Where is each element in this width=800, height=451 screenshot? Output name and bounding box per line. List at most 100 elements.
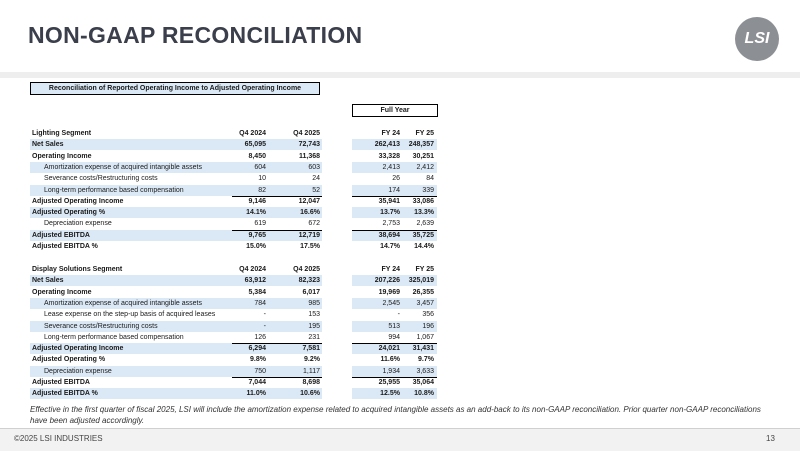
cell-value: 8,698 xyxy=(302,379,320,386)
cell-value: 5,384 xyxy=(248,288,266,296)
cell-value: 15.0% xyxy=(246,243,266,250)
cell-value: 12,719 xyxy=(298,231,320,239)
cell-value: 13.7% xyxy=(380,209,400,217)
total-rule xyxy=(232,377,322,378)
cell-value: 24 xyxy=(312,175,320,183)
cell-value: 9,146 xyxy=(248,197,266,205)
header-band xyxy=(0,72,800,78)
cell-value: 14.4% xyxy=(414,243,434,250)
cell-value: 82,323 xyxy=(298,277,320,285)
row-label: Long-term performance based compensation xyxy=(44,186,184,194)
cell-value: 33,328 xyxy=(378,152,400,160)
cell-value: 26 xyxy=(392,175,400,183)
cell-value: 6,017 xyxy=(302,288,320,296)
column-header: Q4 2024 xyxy=(239,130,266,137)
total-rule xyxy=(232,343,322,345)
total-rule xyxy=(352,229,437,231)
cell-value: - xyxy=(397,311,400,319)
cell-value: 7,044 xyxy=(248,379,266,386)
cell-value: 9,765 xyxy=(248,231,266,239)
total-rule xyxy=(352,377,437,378)
cell-value: 126 xyxy=(254,333,266,341)
cell-value: 63,912 xyxy=(244,277,266,285)
cell-value: 262,413 xyxy=(374,141,400,149)
cell-value: 12,047 xyxy=(298,197,320,205)
cell-value: 35,725 xyxy=(412,231,434,239)
row-shade xyxy=(30,207,322,219)
cell-value: 339 xyxy=(422,186,434,194)
cell-value: 2,753 xyxy=(382,220,400,228)
row-label: Depreciation expense xyxy=(44,367,112,375)
cell-value: 1,934 xyxy=(382,367,400,375)
row-shade xyxy=(352,388,437,400)
cell-value: 10.8% xyxy=(414,390,434,398)
row-shade xyxy=(352,297,437,309)
cell-value: 35,941 xyxy=(378,197,400,205)
row-shade xyxy=(352,343,437,355)
segment-header: Display Solutions Segment xyxy=(32,266,123,273)
cell-value: 11.0% xyxy=(246,390,266,398)
row-label: Adjusted Operating % xyxy=(32,209,106,217)
cell-value: 9.8% xyxy=(250,356,266,364)
column-header: FY 24 xyxy=(381,130,400,137)
copyright: ©2025 LSI INDUSTRIES xyxy=(14,434,103,443)
cell-value: 672 xyxy=(308,220,320,228)
cell-value: 750 xyxy=(254,367,266,375)
cell-value: 30,251 xyxy=(412,152,434,160)
cell-value: 784 xyxy=(254,299,266,307)
row-label: Net Sales xyxy=(32,277,64,285)
row-label: Adjusted Operating Income xyxy=(32,345,124,353)
row-label: Adjusted Operating Income xyxy=(32,197,124,205)
total-rule xyxy=(232,195,322,197)
row-shade xyxy=(352,161,437,173)
title: NON-GAAP RECONCILIATION xyxy=(28,22,363,48)
cell-value: 985 xyxy=(308,299,320,307)
cell-value: 3,633 xyxy=(416,367,434,375)
cell-value: 8,450 xyxy=(248,152,266,160)
cell-value: 14.1% xyxy=(246,209,266,217)
cell-value: 16.6% xyxy=(300,209,320,217)
cell-value: 84 xyxy=(426,175,434,183)
total-rule xyxy=(352,195,437,197)
cell-value: 13.3% xyxy=(414,209,434,217)
cell-value: 25,955 xyxy=(378,379,400,386)
cell-value: 11.6% xyxy=(380,356,400,364)
row-label: Lease expense on the step-up basis of ac… xyxy=(44,311,216,319)
cell-value: 38,694 xyxy=(378,231,400,239)
page-number: 13 xyxy=(766,434,775,443)
row-shade xyxy=(30,139,322,151)
cell-value: 2,545 xyxy=(382,299,400,307)
cell-value: 1,067 xyxy=(416,333,434,341)
cell-value: 10.6% xyxy=(300,390,320,398)
total-rule xyxy=(352,343,437,345)
cell-value: 72,743 xyxy=(298,141,320,149)
column-header: Q4 2025 xyxy=(293,266,320,273)
cell-value: 2,413 xyxy=(382,163,400,171)
cell-value: 153 xyxy=(308,311,320,319)
row-shade xyxy=(30,343,322,355)
cell-value: 2,412 xyxy=(416,163,434,171)
cell-value: 14.7% xyxy=(380,243,400,250)
cell-value: 82 xyxy=(258,186,266,194)
cell-value: 2,639 xyxy=(416,220,434,228)
cell-value: 31,431 xyxy=(412,345,434,353)
cell-value: 619 xyxy=(254,220,266,228)
row-shade xyxy=(30,365,322,377)
cell-value: 248,357 xyxy=(408,141,434,149)
row-label: Adjusted EBITDA % xyxy=(32,243,98,250)
cell-value: 10 xyxy=(258,175,266,183)
row-label: Adjusted EBITDA xyxy=(32,231,90,239)
cell-value: 26,355 xyxy=(412,288,434,296)
cell-value: 17.5% xyxy=(300,243,320,250)
cell-value: 24,021 xyxy=(378,345,400,353)
row-shade xyxy=(352,139,437,151)
table-caption: Reconciliation of Reported Operating Inc… xyxy=(30,82,320,95)
cell-value: 65,095 xyxy=(244,141,266,149)
cell-value: 9.7% xyxy=(418,356,434,364)
row-shade xyxy=(30,388,322,400)
cell-value: 513 xyxy=(388,322,400,330)
row-shade xyxy=(352,207,437,219)
cell-value: 207,226 xyxy=(374,277,400,285)
row-shade xyxy=(352,320,437,332)
